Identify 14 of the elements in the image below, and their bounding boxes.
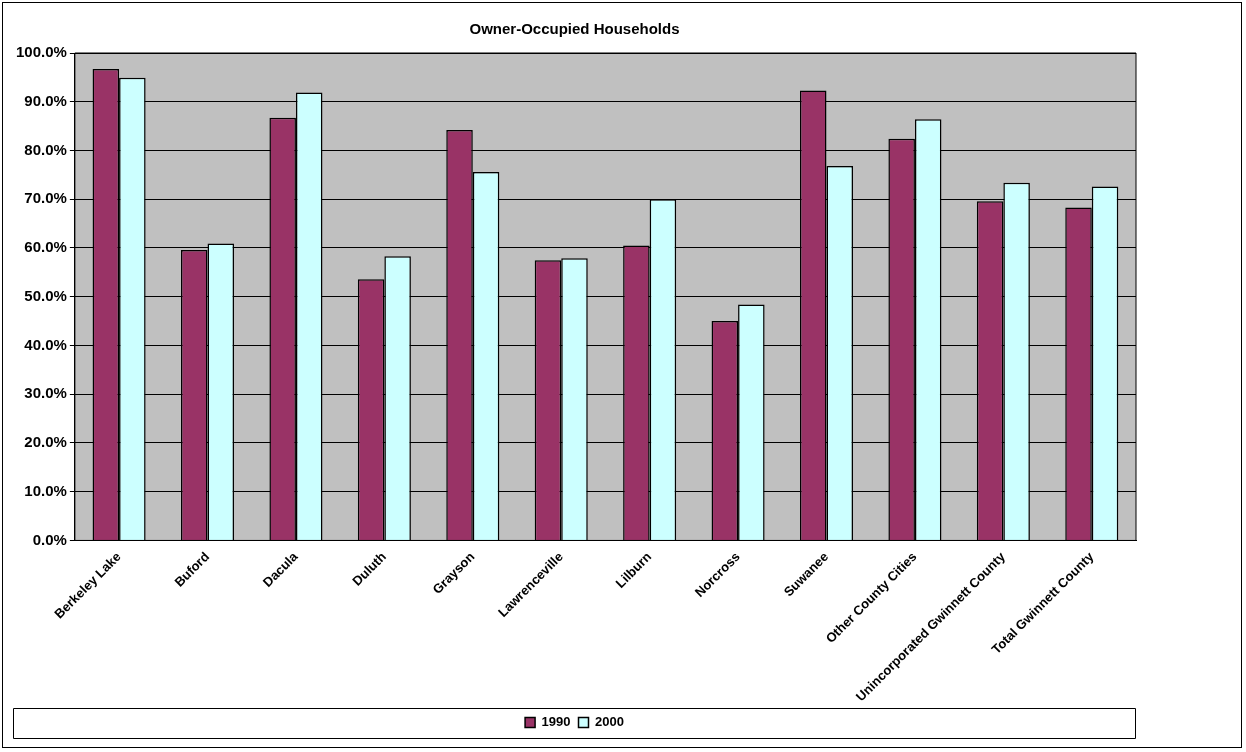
y-tick-label: 30.0% <box>24 384 67 402</box>
y-tick-label: 50.0% <box>24 286 67 304</box>
y-tick-label: 80.0% <box>24 140 67 158</box>
y-tick-label: 0.0% <box>32 530 67 548</box>
y-tick-label: 10.0% <box>24 481 67 499</box>
y-tick-label: 20.0% <box>24 433 67 451</box>
y-tick-label: 90.0% <box>24 91 67 109</box>
chart-title: Owner-Occupied Households <box>469 20 680 38</box>
y-tick-label: 40.0% <box>24 335 67 353</box>
y-tick-label: 60.0% <box>24 238 67 256</box>
legend-label: 1990 <box>541 714 571 730</box>
y-tick-label: 70.0% <box>24 189 67 207</box>
legend-label: 2000 <box>595 714 624 730</box>
y-tick-label: 100.0% <box>16 43 67 61</box>
